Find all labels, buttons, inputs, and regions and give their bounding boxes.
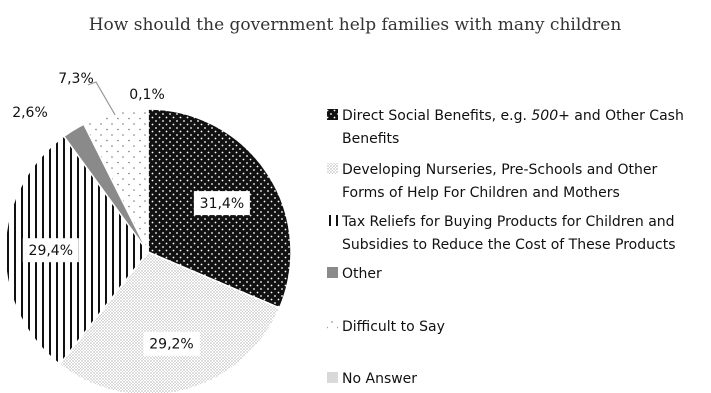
legend-swatch-other xyxy=(327,267,338,278)
data-labels: 31,4% 29,2% 29,4% 2,6% 7,3% 0,1% xyxy=(12,71,250,356)
legend-label-no-answer: No Answer xyxy=(342,371,417,387)
legend-swatch-direct-social-benefits-e-g-500-and-other-cash-benefits xyxy=(327,109,338,120)
data-label-other: 2,6% xyxy=(12,105,48,121)
legend-swatch-tax-reliefs-for-buying-products-for-children-and-subsidies-to-reduce-the-cost-of-these-products xyxy=(327,215,338,226)
leader-line-difficult-to-say xyxy=(87,81,116,116)
pie-slice-no-answer xyxy=(146,108,149,253)
data-label-tax-reliefs-for-buying-products-for-children-and-subsidies-to-reduce-the-cost-of-these-products: 29,4% xyxy=(29,243,73,259)
legend-label-tax-reliefs-for-buying-products-for-children-and-subsidies-to-reduce-the-cost-of-these-products: Subsidies to Reduce the Cost of These Pr… xyxy=(342,237,676,253)
leader-lines xyxy=(87,81,116,116)
legend-item-developing-nurseries-pre-schools-and-other-forms-of-help-for-children-and-mothers: Developing Nurseries, Pre-Schools and Ot… xyxy=(327,162,658,201)
legend: Direct Social Benefits, e.g. 500+ and Ot… xyxy=(327,108,684,387)
legend-swatch-no-answer xyxy=(327,372,338,383)
legend-item-difficult-to-say: Difficult to Say xyxy=(327,319,445,335)
data-label-direct-social-benefits-e-g-500-and-other-cash-benefits: 31,4% xyxy=(200,196,244,212)
legend-item-other: Other xyxy=(327,266,382,282)
legend-item-no-answer: No Answer xyxy=(327,371,417,387)
legend-label-other: Other xyxy=(342,266,382,282)
legend-label-developing-nurseries-pre-schools-and-other-forms-of-help-for-children-and-mothers: Developing Nurseries, Pre-Schools and Ot… xyxy=(342,162,658,178)
data-label-box xyxy=(193,191,250,216)
legend-label-developing-nurseries-pre-schools-and-other-forms-of-help-for-children-and-mothers: Forms of Help For Children and Mothers xyxy=(342,185,620,201)
legend-item-direct-social-benefits-e-g-500-and-other-cash-benefits: Direct Social Benefits, e.g. 500+ and Ot… xyxy=(327,108,684,147)
data-label-developing-nurseries-pre-schools-and-other-forms-of-help-for-children-and-mothers: 29,2% xyxy=(149,336,193,352)
legend-swatch-difficult-to-say xyxy=(327,320,338,331)
legend-label-direct-social-benefits-e-g-500-and-other-cash-benefits: Direct Social Benefits, e.g. 500+ and Ot… xyxy=(342,108,684,124)
pie-slice-developing-nurseries-pre-schools-and-other-forms-of-help-for-children-and-mothers xyxy=(58,251,281,393)
chart-title: How should the government help families … xyxy=(89,15,622,35)
legend-label-direct-social-benefits-e-g-500-and-other-cash-benefits: Benefits xyxy=(342,131,399,147)
data-label-no-answer: 0,1% xyxy=(129,87,165,103)
data-label-box xyxy=(143,331,200,356)
legend-label-difficult-to-say: Difficult to Say xyxy=(342,319,445,335)
data-label-difficult-to-say: 7,3% xyxy=(58,71,94,87)
legend-label-tax-reliefs-for-buying-products-for-children-and-subsidies-to-reduce-the-cost-of-these-products: Tax Reliefs for Buying Products for Chil… xyxy=(341,214,675,230)
legend-item-tax-reliefs-for-buying-products-for-children-and-subsidies-to-reduce-the-cost-of-these-products: Tax Reliefs for Buying Products for Chil… xyxy=(327,214,676,253)
legend-swatch-developing-nurseries-pre-schools-and-other-forms-of-help-for-children-and-mothers xyxy=(327,163,338,174)
data-label-box xyxy=(22,238,79,263)
